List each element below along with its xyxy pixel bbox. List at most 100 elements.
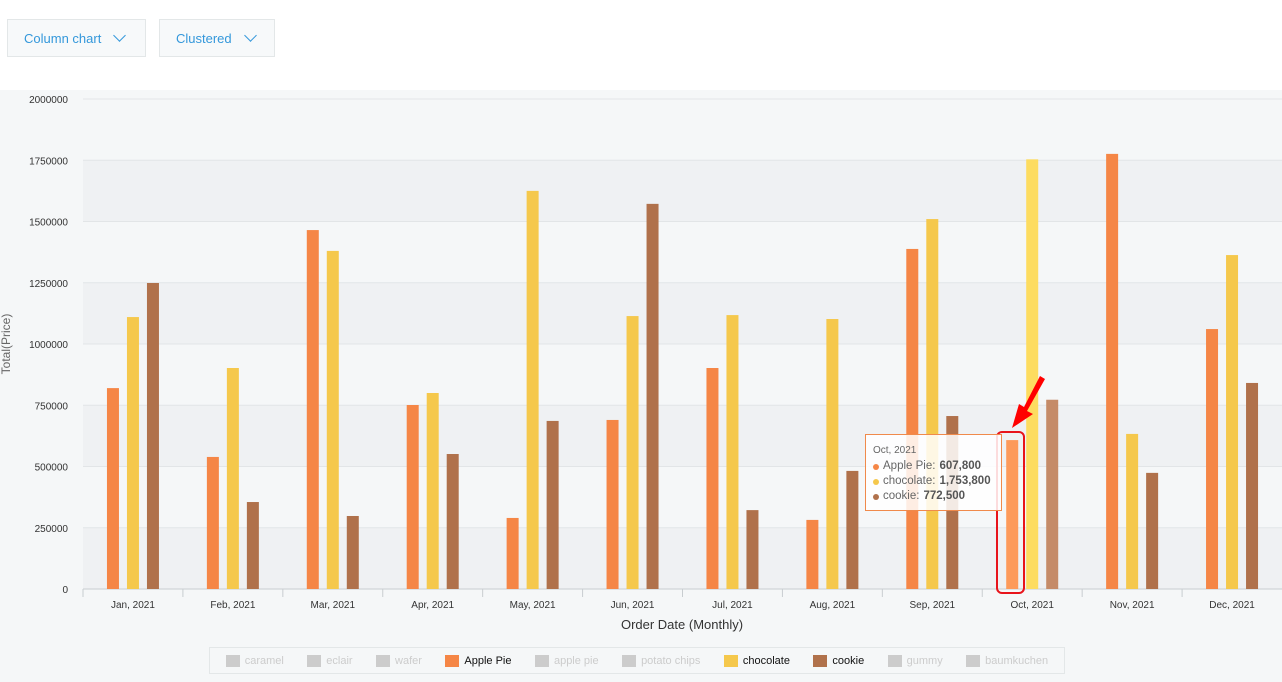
x-tick-label: Aug, 2021: [810, 600, 856, 611]
bar-cookie[interactable]: [846, 470, 859, 589]
bar-cookie[interactable]: [646, 203, 659, 590]
bar-apple-pie[interactable]: [506, 517, 519, 589]
bar-apple-pie[interactable]: [1206, 329, 1219, 589]
legend-label: potato chips: [641, 654, 701, 667]
layout-label: Clustered: [176, 30, 232, 46]
bar-chocolate[interactable]: [1226, 255, 1239, 589]
bar-chocolate[interactable]: [726, 315, 739, 589]
legend-swatch: [534, 654, 549, 667]
legend-label: apple pie: [553, 654, 599, 667]
layout-dropdown[interactable]: Clustered: [159, 19, 275, 57]
grid-band: [83, 160, 1282, 222]
legend-label: chocolate: [742, 654, 790, 667]
legend-swatch: [966, 654, 981, 667]
highlight-box: [996, 431, 1025, 594]
chart-legend: caramel eclair wafer Apple Pie apple pie pota…: [209, 647, 1065, 674]
bar-cookie[interactable]: [146, 282, 159, 589]
bar-apple-pie[interactable]: [906, 248, 919, 589]
legend-swatch: [887, 654, 902, 667]
legend-swatch: [307, 654, 322, 667]
bar-chocolate[interactable]: [126, 317, 139, 589]
y-tick-label: 2000000: [29, 95, 68, 106]
bar-cookie[interactable]: [746, 510, 759, 589]
legend-swatch: [445, 654, 460, 667]
bar-chocolate[interactable]: [626, 316, 639, 589]
legend-item[interactable]: Apple Pie: [445, 654, 512, 667]
bar-cookie[interactable]: [546, 420, 559, 589]
x-axis-title: Order Date (Monthly): [621, 617, 743, 632]
bar-chocolate[interactable]: [1126, 433, 1139, 589]
tooltip-row: Apple Pie: 607,800: [873, 459, 994, 474]
chart-type-dropdown[interactable]: Column chart: [7, 19, 146, 57]
bar-apple-pie[interactable]: [1106, 153, 1119, 589]
bar-chocolate[interactable]: [926, 219, 939, 590]
bar-apple-pie[interactable]: [406, 405, 419, 589]
legend-item[interactable]: baumkuchen: [966, 654, 1049, 667]
x-tick-label: Sep, 2021: [909, 600, 955, 611]
legend-item[interactable]: wafer: [376, 654, 422, 667]
tooltip-title: Oct, 2021: [873, 445, 917, 456]
bar-apple-pie[interactable]: [306, 230, 319, 589]
y-tick-label: 0: [62, 585, 68, 596]
tooltip-row: chocolate: 1,753,800: [873, 474, 994, 489]
tooltip-value: 607,800: [939, 460, 982, 472]
legend-item[interactable]: potato chips: [622, 654, 701, 667]
bar-apple-pie[interactable]: [206, 456, 219, 589]
bar-cookie[interactable]: [1246, 382, 1259, 589]
x-tick-label: Apr, 2021: [411, 600, 454, 611]
y-tick-label: 250000: [35, 524, 69, 535]
tooltip-value: 1,753,800: [939, 475, 991, 487]
bar-cookie[interactable]: [1046, 399, 1059, 589]
bar-cookie[interactable]: [1146, 472, 1159, 589]
legend-label: wafer: [395, 654, 422, 667]
bar-chocolate[interactable]: [226, 368, 239, 589]
grid-band: [83, 405, 1282, 467]
bar-cookie[interactable]: [446, 454, 459, 589]
bar-cookie[interactable]: [246, 502, 259, 589]
tooltip-label: cookie:: [883, 490, 920, 502]
legend-item[interactable]: caramel: [225, 654, 284, 667]
legend-item[interactable]: chocolate: [723, 654, 790, 667]
legend-item[interactable]: gummy: [887, 654, 943, 667]
x-tick-label: Mar, 2021: [311, 600, 356, 611]
bar-chocolate[interactable]: [526, 190, 539, 589]
grid-band: [83, 282, 1282, 344]
bar-cookie[interactable]: [346, 515, 359, 589]
arrow-annotation-icon: [1012, 376, 1045, 428]
legend-swatch: [225, 654, 240, 667]
y-tick-label: 500000: [35, 463, 69, 474]
bar-chocolate[interactable]: [426, 393, 439, 589]
legend-swatch: [813, 654, 828, 667]
y-tick-label: 750000: [35, 401, 69, 412]
tooltip-label: Apple Pie:: [883, 460, 936, 472]
x-tick-label: Nov, 2021: [1110, 600, 1155, 611]
chart-type-label: Column chart: [24, 30, 102, 46]
x-tick-label: Oct, 2021: [1011, 600, 1055, 611]
legend-item[interactable]: cookie: [813, 654, 864, 667]
bar-apple-pie[interactable]: [1006, 440, 1019, 589]
bar-apple-pie[interactable]: [706, 368, 719, 589]
bar-apple-pie[interactable]: [806, 519, 819, 589]
bar-apple-pie[interactable]: [106, 388, 119, 589]
tooltip-value: 772,500: [923, 490, 966, 502]
legend-label: baumkuchen: [985, 654, 1049, 667]
legend-item[interactable]: eclair: [307, 654, 353, 667]
bar-chocolate[interactable]: [826, 319, 839, 589]
x-tick-label: Dec, 2021: [1209, 600, 1255, 611]
x-tick-label: Jul, 2021: [712, 600, 753, 611]
tooltip-label: chocolate:: [883, 475, 936, 487]
legend-item[interactable]: apple pie: [534, 654, 599, 667]
legend-label: gummy: [906, 654, 943, 667]
tooltip: Oct, 2021 Apple Pie: 607,800 chocolate: …: [865, 434, 1002, 511]
x-tick-label: Feb, 2021: [210, 600, 255, 611]
bar-chocolate[interactable]: [326, 250, 339, 589]
legend-swatch: [622, 654, 637, 667]
legend-swatch: [723, 654, 738, 667]
tooltip-row: cookie: 772,500: [873, 489, 994, 504]
x-tick-label: Jan, 2021: [111, 600, 155, 611]
grid-band: [83, 527, 1282, 589]
bar-apple-pie[interactable]: [606, 419, 619, 589]
y-axis-title: Total(Price): [0, 314, 13, 375]
bar-chocolate[interactable]: [1026, 159, 1039, 589]
